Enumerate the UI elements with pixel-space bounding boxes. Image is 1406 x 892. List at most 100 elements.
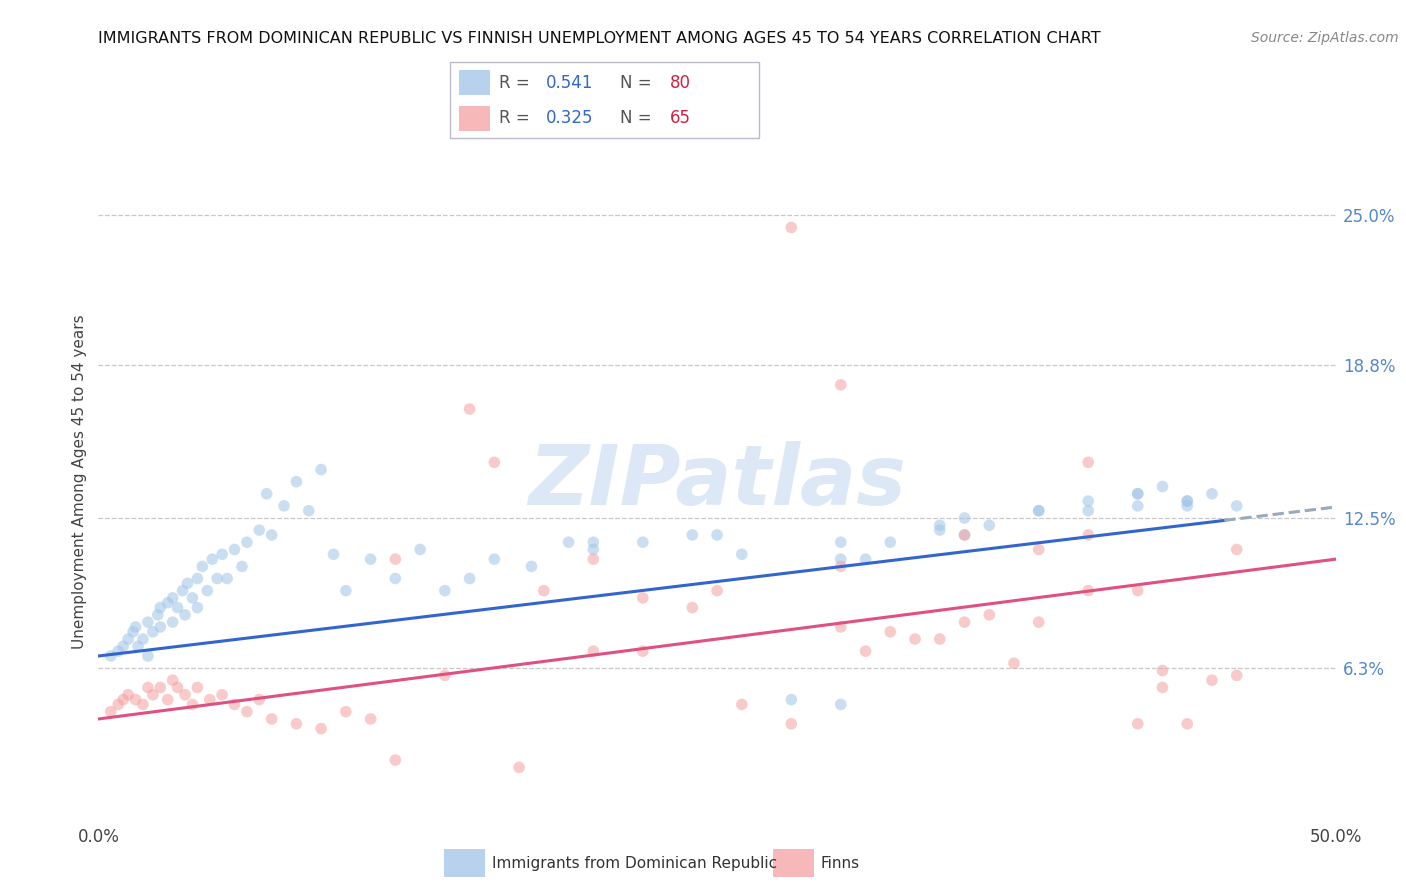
Point (1152, 479, 1174, 493)
Point (706, 583, 728, 598)
Point (122, 624, 145, 639)
Point (285, 475, 308, 489)
Point (928, 518, 950, 533)
Y-axis label: Unemployment Among Ages 45 to 54 years: Unemployment Among Ages 45 to 54 years (72, 314, 87, 649)
Point (162, 615, 184, 629)
Point (136, 648, 159, 663)
Point (186, 600, 208, 615)
Point (191, 559, 214, 574)
Point (360, 712, 382, 726)
Text: 65: 65 (669, 109, 690, 128)
Point (149, 600, 172, 615)
Point (142, 688, 165, 702)
Text: Finns: Finns (821, 855, 860, 871)
Point (335, 705, 357, 719)
Point (904, 632, 927, 646)
Point (124, 620, 146, 634)
Point (433, 668, 456, 682)
Point (631, 591, 654, 605)
Point (107, 698, 129, 712)
Point (582, 644, 605, 658)
Point (1175, 499, 1198, 513)
Point (149, 681, 172, 695)
Point (731, 698, 754, 712)
FancyBboxPatch shape (450, 62, 759, 138)
Point (1077, 455, 1099, 469)
Point (181, 591, 204, 605)
FancyBboxPatch shape (773, 849, 814, 877)
Point (260, 712, 283, 726)
Point (1002, 657, 1025, 671)
Point (1126, 499, 1149, 513)
Point (1126, 487, 1149, 501)
Point (879, 624, 901, 639)
Text: IMMIGRANTS FROM DOMINICAN REPUBLIC VS FINNISH UNEMPLOYMENT AMONG AGES 45 TO 54 Y: IMMIGRANTS FROM DOMINICAN REPUBLIC VS FI… (98, 31, 1101, 46)
Point (681, 600, 703, 615)
Point (979, 518, 1001, 533)
Point (174, 688, 197, 702)
Point (217, 572, 239, 586)
Point (205, 572, 228, 586)
Point (360, 552, 382, 566)
Point (112, 692, 135, 706)
Point (1077, 528, 1099, 542)
Point (1226, 668, 1249, 682)
Point (520, 559, 543, 574)
Point (1175, 716, 1198, 731)
Point (631, 535, 654, 549)
Point (132, 698, 155, 712)
Point (780, 716, 803, 731)
Point (631, 644, 654, 658)
Point (706, 528, 728, 542)
Point (211, 688, 233, 702)
Point (1126, 716, 1149, 731)
Point (731, 547, 754, 561)
Point (181, 698, 204, 712)
Point (100, 705, 122, 719)
Point (309, 722, 332, 736)
Point (953, 528, 976, 542)
Text: R =: R = (499, 109, 536, 128)
Point (231, 559, 253, 574)
Point (1175, 494, 1198, 508)
Point (1028, 504, 1050, 518)
Point (1201, 487, 1223, 501)
Point (830, 552, 852, 566)
Point (1126, 583, 1149, 598)
Text: ZIPatlas: ZIPatlas (529, 442, 905, 522)
Point (557, 535, 579, 549)
Point (484, 455, 506, 469)
Point (1077, 504, 1099, 518)
Point (484, 552, 506, 566)
Point (1077, 494, 1099, 508)
Point (117, 632, 139, 646)
Point (186, 572, 208, 586)
Point (1028, 615, 1050, 629)
Point (156, 692, 179, 706)
Text: 0.541: 0.541 (546, 73, 593, 92)
Point (236, 535, 259, 549)
Point (335, 583, 357, 598)
Point (409, 542, 432, 557)
Point (186, 681, 208, 695)
Point (533, 583, 555, 598)
Point (127, 640, 149, 654)
Point (582, 535, 605, 549)
Point (1201, 673, 1223, 688)
Point (166, 600, 188, 615)
Point (124, 692, 146, 706)
Point (384, 552, 406, 566)
Point (112, 640, 135, 654)
Point (174, 607, 197, 622)
Point (458, 402, 481, 417)
Point (953, 615, 976, 629)
Point (855, 644, 877, 658)
Point (146, 607, 169, 622)
Point (198, 692, 221, 706)
Point (136, 615, 159, 629)
Point (247, 692, 270, 706)
Point (100, 648, 122, 663)
Point (1226, 542, 1249, 557)
Point (458, 572, 481, 586)
Point (780, 220, 803, 235)
